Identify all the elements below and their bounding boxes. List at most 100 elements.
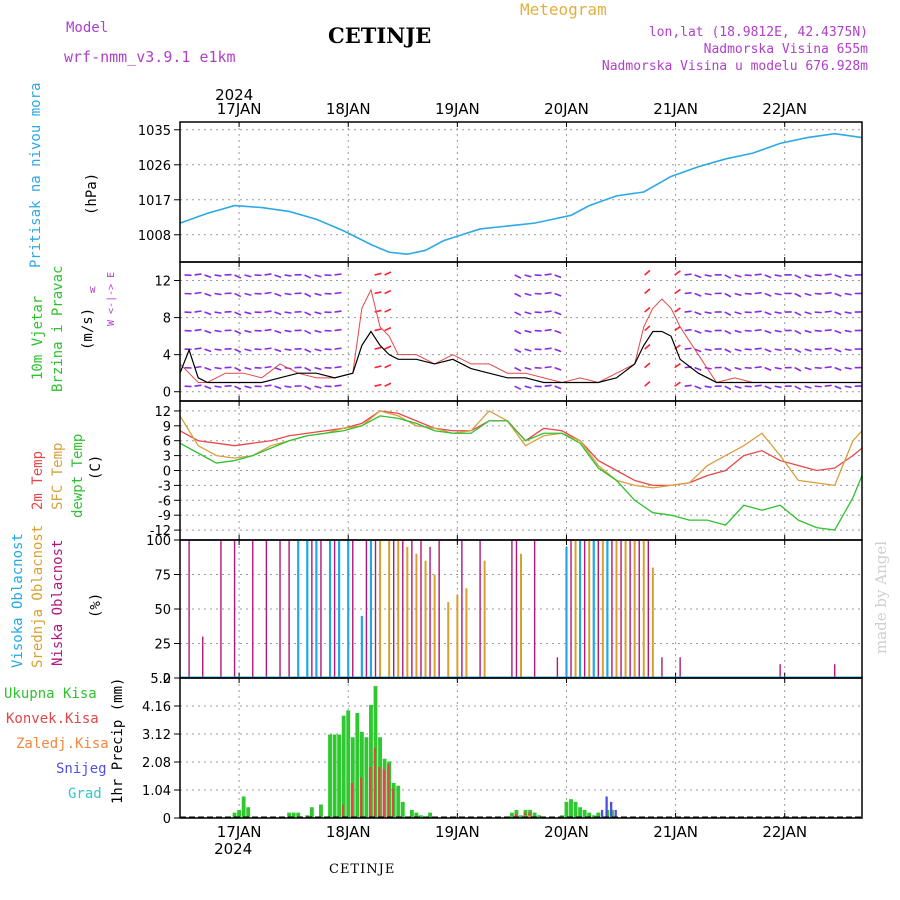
wind-arrow [524, 292, 532, 297]
wind-arrow [264, 310, 272, 313]
precip-bar [587, 812, 592, 818]
wind-arrow [754, 384, 762, 387]
cloud-bar [483, 560, 486, 678]
wind-arrow [485, 349, 492, 352]
panel-wind_speed [174, 261, 863, 402]
wind-arrow [674, 307, 681, 313]
wind-arrow [384, 382, 392, 387]
cloud-bar [220, 540, 222, 678]
wind-arrow [384, 326, 392, 332]
wind-arrow [804, 292, 812, 297]
wind-arrow [214, 311, 222, 314]
wind-arrow [374, 309, 382, 313]
day-label-top: 17JAN [217, 100, 262, 118]
wind-arrow [334, 328, 342, 332]
wind-arrow [475, 385, 482, 386]
y-tick-label: 1.04 [142, 784, 171, 799]
wind-arrow [565, 349, 572, 350]
wind-arrow [334, 273, 342, 276]
wind-arrow [345, 368, 352, 370]
wind-arrow [764, 292, 772, 297]
wind-arrow [724, 274, 732, 279]
cloud-bar [620, 540, 622, 678]
cloud-bar [288, 540, 290, 678]
wind-arrow [554, 329, 562, 334]
wind-arrow [764, 366, 772, 371]
wind-arrow [415, 273, 422, 275]
wind-arrow [314, 366, 322, 371]
wind-arrow [415, 291, 422, 293]
wind-arrow [405, 307, 410, 312]
y-tick-label: -12 [150, 524, 171, 539]
wind-arrow [665, 365, 671, 368]
temp-line-1 [179, 410, 863, 489]
wind-arrow [814, 311, 822, 314]
cloud-bar [570, 540, 572, 678]
y-tick-label: 25 [154, 638, 171, 653]
wind-arrow [704, 274, 712, 278]
wind-arrow [274, 329, 282, 334]
day-label-bottom: 18JAN [326, 823, 371, 841]
wind-arrow [194, 291, 202, 295]
precip-bar [591, 815, 596, 818]
wind-arrow [365, 326, 370, 331]
wind-arrow [585, 312, 591, 315]
cloud-bar [392, 540, 395, 678]
y-tick-label: 1026 [138, 159, 171, 174]
wind-arrow [644, 325, 651, 332]
day-label-bottom: 21JAN [653, 823, 698, 841]
cloud-bar [306, 540, 309, 678]
wind-arrow [314, 385, 322, 389]
wind-arrow [204, 292, 212, 297]
wind-arrow [665, 346, 671, 349]
wind-arrow [585, 294, 591, 297]
cloud-bar [369, 540, 373, 678]
precip-bar [319, 804, 323, 818]
precip-bar [600, 809, 604, 818]
wind-arrow [834, 385, 842, 390]
wind-arrow [214, 348, 222, 351]
wind-arrow [244, 366, 252, 371]
wind-arrow [774, 311, 782, 315]
cloud-bar [311, 540, 313, 678]
wind-arrow [524, 311, 532, 315]
cloud-bar [420, 540, 422, 678]
cloud-bar [624, 540, 627, 678]
wind-arrow [514, 274, 522, 279]
wind-arrow [595, 365, 601, 368]
y-tick-label: 100 [146, 534, 171, 549]
precip-bar [573, 801, 578, 818]
wind-arrow [824, 291, 832, 295]
y-tick-label: 1035 [138, 124, 171, 139]
y-tick-label: 0 [163, 812, 171, 827]
wind-arrow [814, 329, 822, 332]
temp-line-0 [179, 410, 863, 487]
cloud-bar [611, 540, 613, 678]
panel-pressure [174, 121, 863, 263]
wind-arrow [774, 292, 782, 296]
cloud-bar [252, 540, 254, 678]
model-label: Model [66, 20, 109, 36]
wind-arrow [744, 292, 752, 295]
wind-arrow [635, 327, 641, 331]
cloud-bar [511, 540, 513, 678]
precip-bar [355, 713, 360, 818]
wind-arrow [405, 362, 410, 367]
wind-arrow [374, 328, 382, 332]
wind-arrow [475, 330, 482, 331]
wind-arrow [314, 348, 322, 352]
wind-arrow [214, 329, 222, 333]
precip-hail-legend: Grad [68, 786, 102, 802]
wind-arrow [264, 384, 272, 387]
day-label-top: 20JAN [544, 100, 589, 118]
cloud-bar [479, 540, 481, 678]
wind-arrow [724, 348, 732, 354]
precip-bar [532, 812, 537, 818]
wind-arrow [194, 365, 202, 369]
footer-station: CETINJE [329, 862, 396, 877]
wind-arrow [724, 292, 732, 298]
wind-arrow [435, 344, 440, 349]
wind-arrow [425, 308, 431, 312]
wind-arrow [704, 385, 712, 389]
wind-arrow [204, 329, 212, 334]
